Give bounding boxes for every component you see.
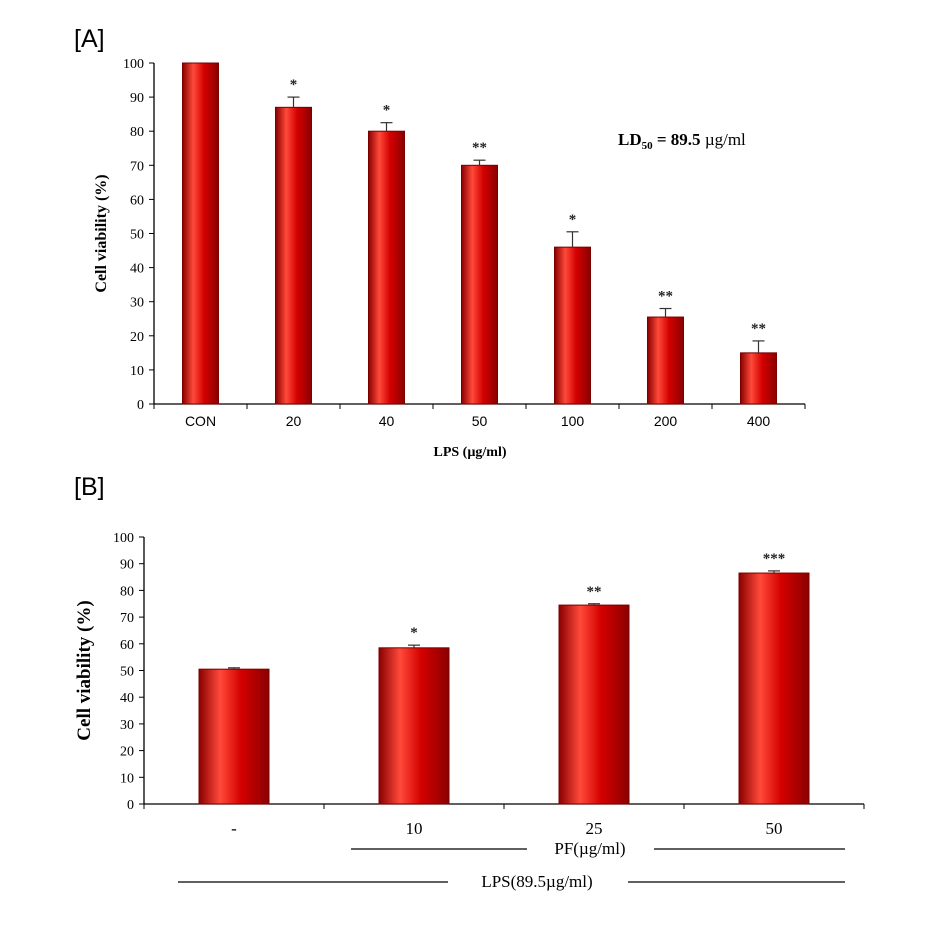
y-tick-label: 100 bbox=[113, 531, 134, 546]
chart-a-cell-viability-vs-lps: 0 10 20 30 40 50 60 70 80 90 100 CON * 20 * 40 ** 50 * 100 *… bbox=[93, 57, 806, 460]
ld50-value: = 89.5 bbox=[653, 130, 701, 149]
y-tick-label: 0 bbox=[127, 798, 134, 813]
significance-marker: * bbox=[569, 212, 577, 228]
bar-50 bbox=[461, 164, 498, 405]
significance-marker: * bbox=[383, 103, 391, 119]
x-tick-label: 40 bbox=[379, 413, 395, 429]
y-tick-label: 30 bbox=[120, 718, 134, 733]
y-tick-label: 40 bbox=[130, 262, 144, 277]
bar-20 bbox=[275, 106, 312, 405]
y-axis-title: Cell viability (%) bbox=[93, 174, 110, 292]
x-tick-label: 50 bbox=[472, 413, 488, 429]
y-tick-label: 80 bbox=[120, 584, 134, 599]
y-tick-label: 50 bbox=[130, 228, 144, 243]
significance-marker: *** bbox=[763, 551, 786, 567]
y-tick-label: 20 bbox=[130, 330, 144, 345]
y-tick-label: 90 bbox=[120, 558, 134, 573]
bar-- bbox=[198, 668, 270, 805]
y-tick-label: 60 bbox=[120, 638, 134, 653]
y-tick-label: 30 bbox=[130, 296, 144, 311]
significance-marker: ** bbox=[751, 321, 766, 337]
y-tick-label: 40 bbox=[120, 691, 134, 706]
y-tick-label: 10 bbox=[120, 771, 134, 786]
x-tick-label: 10 bbox=[406, 819, 423, 838]
bar-40 bbox=[368, 130, 405, 405]
significance-marker: ** bbox=[587, 584, 602, 600]
significance-marker: * bbox=[410, 625, 418, 641]
ld50-subscript: 50 bbox=[642, 140, 654, 152]
bar-50 bbox=[738, 572, 810, 805]
x-tick-label: CON bbox=[185, 413, 216, 429]
bar-10 bbox=[378, 647, 450, 805]
y-tick-label: 70 bbox=[120, 611, 134, 626]
x-tick-label: 20 bbox=[286, 413, 302, 429]
significance-marker: ** bbox=[658, 289, 673, 305]
bar-100 bbox=[554, 246, 591, 405]
y-axis-title: Cell viability (%) bbox=[74, 600, 95, 740]
y-tick-label: 0 bbox=[137, 398, 144, 413]
x-tick-label: 400 bbox=[747, 413, 771, 429]
significance-marker: ** bbox=[472, 140, 487, 156]
x-tick-label: - bbox=[231, 819, 237, 838]
x-axis-title: LPS (µg/ml) bbox=[433, 445, 506, 460]
y-tick-label: 80 bbox=[130, 125, 144, 140]
pf-group-label: PF(µg/ml) bbox=[554, 839, 625, 858]
x-tick-label: 50 bbox=[766, 819, 783, 838]
panel-a-label: [A] bbox=[74, 25, 105, 53]
y-tick-label: 100 bbox=[123, 57, 144, 72]
y-tick-label: 70 bbox=[130, 159, 144, 174]
y-tick-label: 10 bbox=[130, 364, 144, 379]
ld50-unit: µg/ml bbox=[701, 130, 746, 149]
chart-b-cell-viability-vs-pf: 0 10 20 30 40 50 60 70 80 90 100 - * 10 ** 25 *** 50 Cell … bbox=[74, 531, 865, 891]
panel-b-label: [B] bbox=[74, 473, 105, 501]
y-tick-label: 20 bbox=[120, 745, 134, 760]
ld50-annotation: LD50 = 89.5 µg/ml bbox=[618, 130, 746, 152]
bar-200 bbox=[647, 316, 684, 405]
y-tick-label: 60 bbox=[130, 193, 144, 208]
bar-400 bbox=[740, 352, 777, 405]
lps-group-label: LPS(89.5µg/ml) bbox=[481, 872, 592, 891]
y-tick-label: 50 bbox=[120, 665, 134, 680]
x-tick-label: 25 bbox=[586, 819, 603, 838]
bar-CON bbox=[182, 62, 219, 405]
bar-25 bbox=[558, 604, 630, 805]
y-tick-label: 90 bbox=[130, 91, 144, 106]
ld50-prefix: LD bbox=[618, 130, 642, 149]
significance-marker: * bbox=[290, 77, 298, 93]
x-tick-label: 100 bbox=[561, 413, 585, 429]
x-tick-label: 200 bbox=[654, 413, 678, 429]
